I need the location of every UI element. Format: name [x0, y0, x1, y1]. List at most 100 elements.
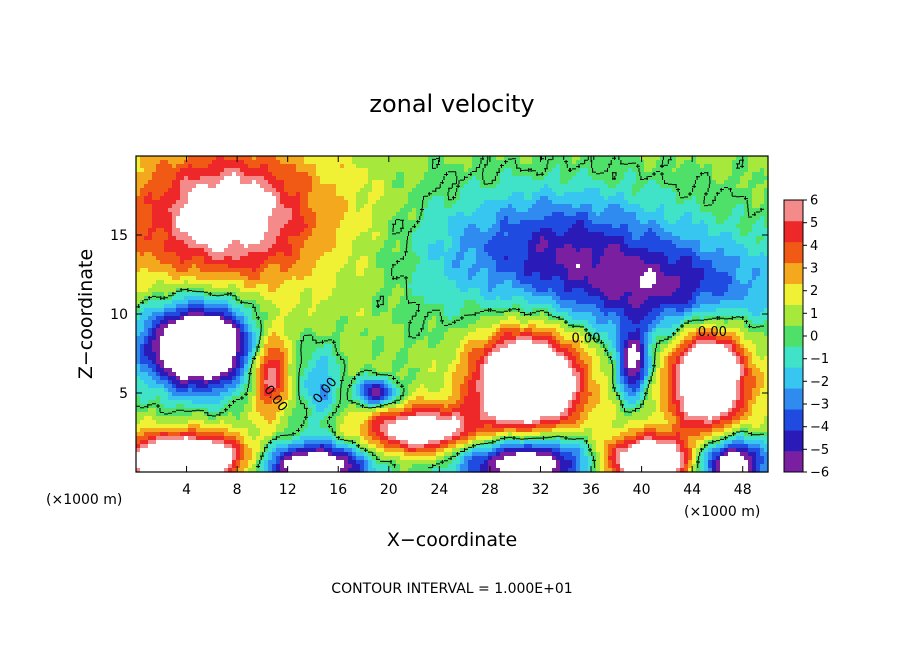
heatmap-cell: [196, 196, 201, 201]
heatmap-cell: [540, 160, 545, 165]
heatmap-cell: [724, 164, 729, 169]
heatmap-cell: [560, 196, 565, 201]
heatmap-cell: [152, 252, 157, 257]
heatmap-cell: [316, 228, 321, 233]
heatmap-cell: [312, 240, 317, 245]
heatmap-cell: [136, 208, 141, 213]
heatmap-cell: [728, 232, 733, 237]
heatmap-cell: [140, 168, 145, 173]
heatmap-cell: [700, 176, 705, 181]
heatmap-cell: [456, 188, 461, 193]
heatmap-cell: [548, 176, 553, 181]
heatmap-cell: [392, 260, 397, 265]
heatmap-cell: [248, 232, 253, 237]
heatmap-cell: [164, 256, 169, 261]
heatmap-cell: [536, 276, 541, 281]
heatmap-cell: [676, 244, 681, 249]
heatmap-cell: [752, 216, 757, 221]
heatmap-cell: [364, 256, 369, 261]
heatmap-cell: [508, 240, 513, 245]
heatmap-cell: [188, 164, 193, 169]
heatmap-cell: [152, 200, 157, 205]
heatmap-cell: [704, 216, 709, 221]
heatmap-cell: [676, 264, 681, 269]
heatmap-cell: [164, 184, 169, 189]
heatmap-cell: [752, 196, 757, 201]
heatmap-cell: [340, 276, 345, 281]
heatmap-cell: [228, 188, 233, 193]
heatmap-cell: [624, 256, 629, 261]
heatmap-cell: [504, 220, 509, 225]
heatmap-cell: [344, 236, 349, 241]
heatmap-cell: [208, 176, 213, 181]
heatmap-cell: [524, 204, 529, 209]
heatmap-cell: [332, 208, 337, 213]
heatmap-cell: [312, 248, 317, 253]
heatmap-cell: [320, 180, 325, 185]
heatmap-cell: [224, 256, 229, 261]
heatmap-cell: [288, 276, 293, 281]
heatmap-cell: [760, 232, 765, 237]
heatmap-cell: [552, 252, 557, 257]
heatmap-cell: [292, 228, 297, 233]
heatmap-cell: [216, 276, 221, 281]
heatmap-cell: [320, 240, 325, 245]
heatmap-cell: [692, 244, 697, 249]
heatmap-cell: [384, 256, 389, 261]
heatmap-cell: [568, 160, 573, 165]
heatmap-cell: [136, 212, 141, 217]
heatmap-cell: [348, 200, 353, 205]
heatmap-cell: [552, 216, 557, 221]
heatmap-cell: [512, 240, 517, 245]
heatmap-cell: [436, 228, 441, 233]
heatmap-cell: [616, 216, 621, 221]
heatmap-cell: [280, 180, 285, 185]
heatmap-cell: [196, 168, 201, 173]
heatmap-cell: [720, 256, 725, 261]
heatmap-cell: [372, 268, 377, 273]
heatmap-cell: [700, 160, 705, 165]
heatmap-cell: [572, 220, 577, 225]
heatmap-cell: [696, 180, 701, 185]
heatmap-cell: [492, 168, 497, 173]
heatmap-cell: [628, 196, 633, 201]
heatmap-cell: [712, 164, 717, 169]
heatmap-cell: [620, 228, 625, 233]
heatmap-cell: [492, 244, 497, 249]
heatmap-cell: [716, 200, 721, 205]
heatmap-cell: [612, 180, 617, 185]
heatmap-cell: [260, 168, 265, 173]
heatmap-cell: [696, 228, 701, 233]
heatmap-cell: [420, 248, 425, 253]
heatmap-cell: [460, 276, 465, 281]
heatmap-cell: [400, 192, 405, 197]
heatmap-cell: [336, 240, 341, 245]
heatmap-cell: [248, 216, 253, 221]
heatmap-cell: [424, 268, 429, 273]
heatmap-cell: [536, 212, 541, 217]
heatmap-cell: [204, 208, 209, 213]
heatmap-cell: [300, 244, 305, 249]
heatmap-cell: [564, 200, 569, 205]
heatmap-cell: [444, 260, 449, 265]
heatmap-cell: [212, 232, 217, 237]
heatmap-cell: [260, 236, 265, 241]
heatmap-cell: [168, 248, 173, 253]
heatmap-cell: [460, 196, 465, 201]
heatmap-cell: [732, 176, 737, 181]
heatmap-cell: [480, 224, 485, 229]
heatmap-cell: [572, 256, 577, 261]
heatmap-cell: [672, 244, 677, 249]
heatmap-cell: [340, 164, 345, 169]
heatmap-cell: [464, 224, 469, 229]
heatmap-cell: [208, 256, 213, 261]
heatmap-cell: [744, 204, 749, 209]
heatmap-cell: [372, 228, 377, 233]
heatmap-cell: [140, 236, 145, 241]
heatmap-cell: [456, 172, 461, 177]
heatmap-cell: [576, 256, 581, 261]
heatmap-cell: [616, 192, 621, 197]
heatmap-cell: [632, 240, 637, 245]
heatmap-cell: [704, 252, 709, 257]
heatmap-cell: [552, 164, 557, 169]
